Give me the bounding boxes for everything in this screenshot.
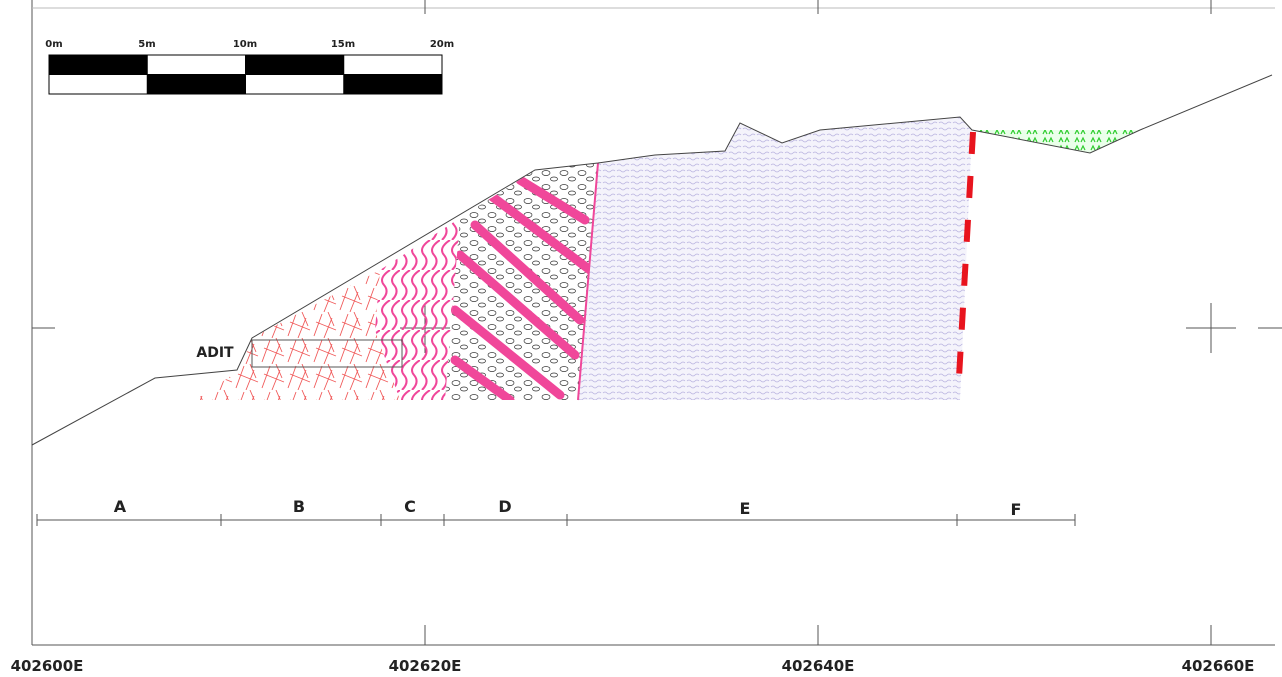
cross-section: ADIT 0m 5m 10m 15m 20m A B C D E F 40260… (0, 0, 1282, 677)
zone-label: B (293, 497, 305, 516)
scale-label: 15m (331, 39, 355, 50)
page: {"scale_bar": {"labels": ["0m", "5m", "1… (0, 0, 1282, 677)
zone-label: D (498, 497, 511, 516)
scale-label: 5m (138, 39, 155, 50)
scale-label: 0m (45, 39, 62, 50)
scale-label: 10m (233, 39, 257, 50)
adit-label: ADIT (196, 345, 234, 361)
scale-bar (49, 55, 442, 94)
zone-label: F (1011, 500, 1022, 519)
zone-label: E (740, 499, 751, 518)
easting-label: 402660E (1182, 657, 1255, 675)
easting-label: 402600E (11, 657, 84, 675)
zone-e-fill (578, 117, 972, 400)
easting-label: 402640E (782, 657, 855, 675)
zone-label: A (114, 497, 127, 516)
scale-label: 20m (430, 39, 454, 50)
easting-label: 402620E (389, 657, 462, 675)
zone-bar (37, 514, 1075, 526)
zone-label: C (404, 497, 416, 516)
zone-b-fill (195, 270, 400, 400)
